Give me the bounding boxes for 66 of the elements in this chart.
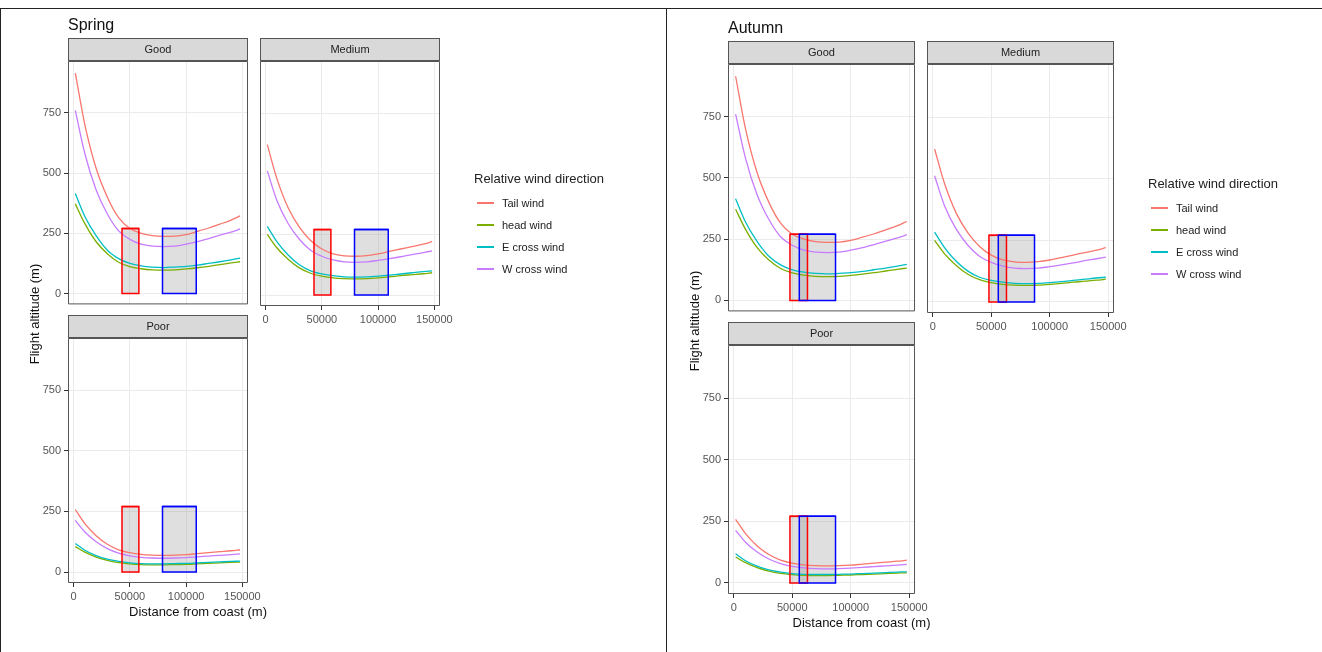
x-tick-label: 50000 [114,589,146,602]
x-tick-label: 0 [262,312,269,325]
line-series [74,192,241,269]
x-tick-label: 100000 [359,312,397,325]
line-series [734,208,908,278]
x-tick-label: 0 [730,600,737,613]
line-series [74,519,241,559]
line-series [74,203,241,271]
y-tick-label: 0 [54,286,61,299]
x-tick-label: 100000 [1031,319,1069,332]
legend-label: Tail wind [1176,202,1219,215]
y-tick-label: 0 [714,575,721,588]
chart-title: Poor [68,315,248,338]
y-tick-label: 0 [54,565,61,578]
y-tick-label: 500 [42,166,61,179]
y-tick-label: 250 [702,514,721,527]
x-tick-label: 150000 [890,600,928,613]
line-series [734,518,908,567]
x-tick-label: 100000 [167,589,205,602]
x-tick-label: 150000 [416,312,453,325]
x-tick-label: 150000 [1089,319,1127,332]
legend-title: Relative wind direction [1148,176,1279,192]
y-tick-label: 250 [702,232,721,245]
legend-label: W cross wind [1176,268,1242,281]
legend-title: Relative wind direction [474,171,605,187]
x-tick-label: 0 [929,319,936,332]
line-series [734,75,908,243]
y-tick-label: 250 [42,504,61,517]
x-axis-title: Distance from coast (m) [129,604,267,619]
line-series [74,109,241,248]
text: Autumn [728,19,784,37]
legend-label: head wind [1176,224,1227,237]
chart-title: Good [728,41,915,64]
legend-label: E cross wind [1176,246,1239,259]
y-tick-label: 0 [714,293,721,306]
legend-label: head wind [502,219,553,232]
line-series [74,508,241,556]
chart-title: Medium [927,41,1114,64]
x-tick-label: 100000 [832,600,870,613]
y-tick-label: 750 [702,109,721,122]
y-tick-label: 750 [702,391,721,404]
x-axis-title: Distance from coast (m) [792,615,931,630]
chart-title: Good [68,38,248,61]
x-tick-label: 0 [70,589,77,602]
chart-title: Poor [728,322,915,345]
x-tick-label: 50000 [306,312,338,325]
y-tick-label: 500 [42,443,61,456]
line-series [74,72,241,238]
chart-title: Medium [260,38,440,61]
y-tick-label: 500 [702,452,721,465]
x-tick-label: 150000 [224,589,261,602]
text: Spring [68,16,115,34]
y-tick-label: 250 [42,226,61,239]
x-tick-label: 50000 [776,600,808,613]
line-series [734,113,908,254]
y-tick-label: 750 [42,105,61,118]
legend-label: Tail wind [502,197,545,210]
line-series [734,198,908,275]
y-axis-title: Flight altitude (m) [26,263,42,365]
y-tick-label: 500 [702,170,721,183]
y-tick-label: 750 [42,383,61,396]
line-series [734,529,908,570]
legend-label: W cross wind [502,263,568,276]
legend-label: E cross wind [502,241,565,254]
y-axis-title: Flight altitude (m) [686,270,702,372]
x-tick-label: 50000 [975,319,1007,332]
